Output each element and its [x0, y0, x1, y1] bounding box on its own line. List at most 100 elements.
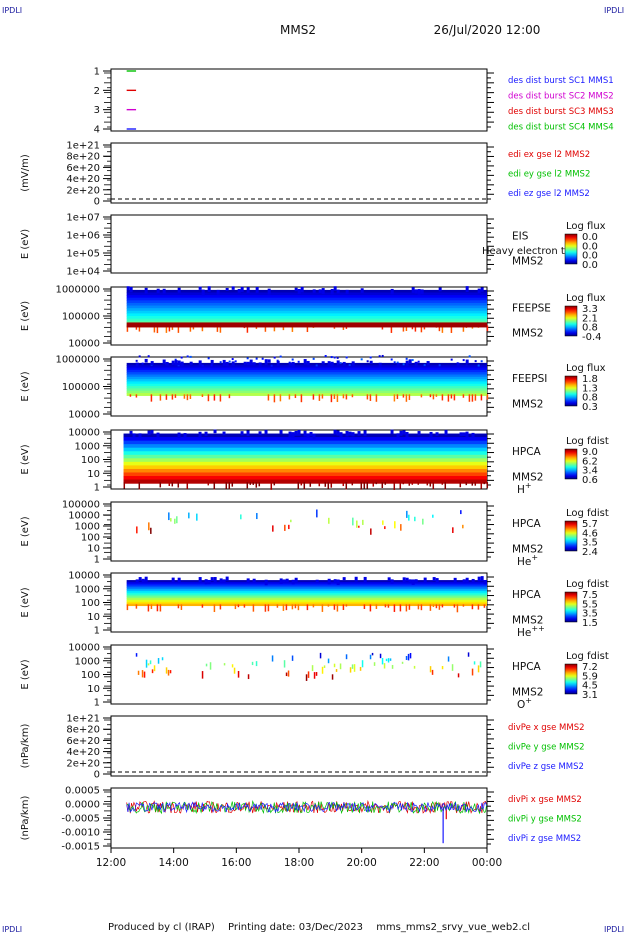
flux-edge	[426, 361, 430, 366]
flux-row	[126, 310, 488, 314]
instrument-label: EIS	[512, 230, 529, 242]
flux-edge	[264, 429, 268, 435]
flux-row	[126, 305, 488, 309]
flux-tail	[213, 604, 216, 613]
flux-edge	[369, 360, 373, 365]
flux-edge	[189, 361, 193, 366]
spacecraft-label: MMS2	[512, 471, 543, 483]
flux-pixel	[394, 521, 396, 529]
flux-edge	[222, 359, 226, 366]
flux-pixel	[231, 664, 234, 668]
flux-tail	[318, 482, 321, 487]
flux-pixel	[414, 516, 416, 522]
flux-tail	[450, 325, 453, 333]
plot-frame	[110, 142, 488, 204]
flux-edge	[288, 362, 292, 366]
flux-pixel	[358, 525, 360, 528]
flux-tail	[177, 482, 180, 488]
flux-edge	[465, 359, 469, 364]
flux-tail	[201, 325, 204, 332]
flux-tail	[255, 482, 258, 488]
spacecraft-label: MMS2	[512, 686, 543, 698]
flux-row	[126, 372, 488, 376]
flux-speckle	[189, 355, 192, 358]
flux-pixel	[290, 519, 292, 523]
flux-edge	[390, 579, 394, 584]
flux-pixel	[471, 668, 474, 676]
flux-tail	[189, 394, 192, 399]
flux-pixel	[413, 665, 416, 669]
flux-pixel	[352, 517, 354, 526]
flux-edge	[216, 289, 220, 295]
panel-feepsi: 1000000 100000 10000 E (eV) FEEPSI MMS2 Log fl…	[20, 355, 606, 421]
flux-edge	[198, 360, 202, 366]
flux-edge	[414, 579, 418, 583]
flux-speckle	[297, 360, 300, 363]
series-line	[126, 800, 488, 815]
y-tick-label: 100	[81, 533, 100, 544]
flux-edge	[483, 579, 487, 585]
species-label: H+	[517, 481, 532, 496]
flux-speckle	[378, 355, 381, 358]
time-axis: 12:00 14:00 16:00 18:00 20:00 22:00 00:00	[96, 848, 502, 869]
flux-tail	[417, 482, 420, 485]
flux-tail	[309, 482, 312, 487]
flux-tail	[405, 325, 408, 331]
flux-tail	[345, 394, 348, 400]
flux-tail	[273, 325, 276, 332]
flux-speckle	[279, 355, 282, 358]
flux-tail	[456, 604, 459, 613]
colorbar-tick-label: 4.5	[582, 681, 598, 692]
y-tick-label: 10000	[68, 511, 100, 522]
flux-tail	[471, 482, 474, 486]
flux-row	[126, 393, 488, 396]
flux-pixel	[284, 524, 286, 531]
flux-edge	[333, 579, 337, 584]
flux-pixel	[205, 663, 208, 667]
flux-pixel	[335, 669, 338, 672]
flux-row	[126, 367, 488, 371]
flux-row	[126, 308, 488, 312]
flux-edge	[435, 578, 439, 583]
flux-tail	[393, 394, 396, 402]
flux-edge	[129, 286, 133, 293]
flux-edge	[330, 288, 334, 295]
flux-speckle	[423, 364, 426, 367]
flux-tail	[126, 604, 129, 611]
flux-tail	[483, 604, 486, 608]
flux-edge	[243, 361, 247, 365]
flux-pixel	[256, 513, 258, 520]
flux-tail	[432, 604, 435, 608]
flux-speckle	[273, 356, 276, 359]
flux-speckle	[315, 364, 318, 367]
flux-tail	[159, 604, 162, 612]
flux-edge	[363, 576, 367, 583]
y-tick-label: 10000	[68, 339, 100, 350]
flux-speckle	[417, 360, 420, 363]
flux-tail	[384, 482, 387, 485]
flux-edge	[411, 579, 415, 585]
flux-tail	[438, 604, 441, 610]
flux-edge	[465, 286, 469, 292]
flux-edge	[126, 286, 130, 291]
flux-speckle	[393, 361, 396, 364]
flux-pixel	[479, 661, 482, 668]
flux-pixel	[153, 665, 156, 672]
flux-pixel	[145, 659, 148, 668]
flux-pixel	[371, 652, 374, 656]
flux-tail	[306, 325, 309, 333]
y-tick-label: 2e+20	[66, 758, 100, 769]
flux-tail	[276, 604, 279, 608]
flux-tail	[366, 482, 369, 489]
flux-tail	[399, 604, 402, 612]
flux-pixel	[157, 658, 160, 664]
colorbar-title: Log flux	[566, 221, 606, 232]
flux-row	[126, 590, 488, 594]
spectrogram	[126, 576, 488, 613]
flux-pixel	[319, 652, 322, 659]
flux-edge	[249, 359, 253, 366]
flux-tail	[135, 325, 138, 330]
